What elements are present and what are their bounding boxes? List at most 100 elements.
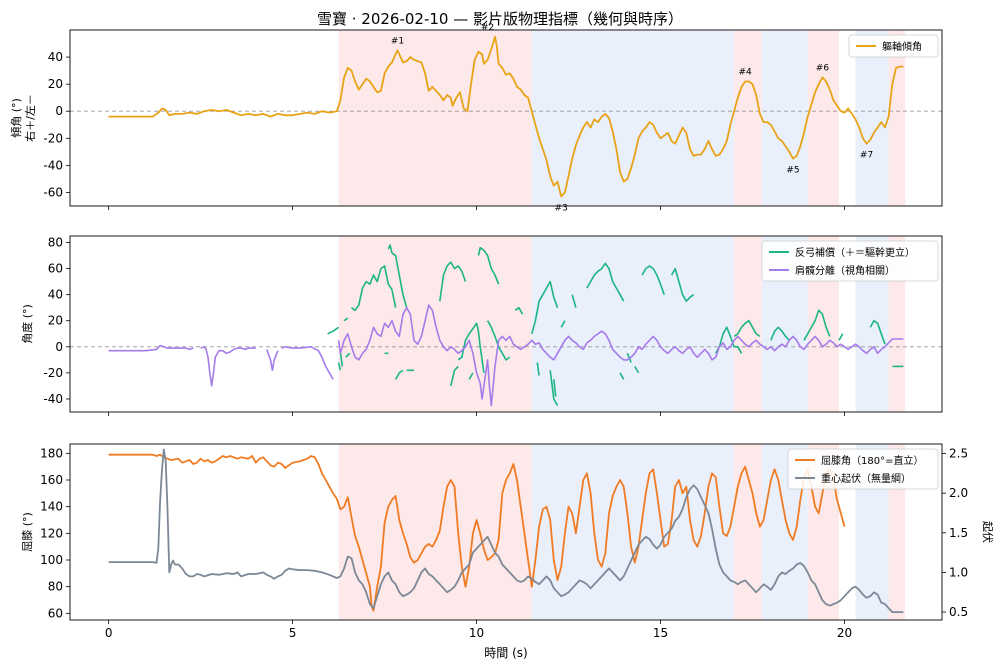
legend: 軀軸傾角: [848, 34, 939, 58]
y-axis-label: 傾角 (°): [9, 98, 23, 138]
y-axis-label-direction: 右＋/左－: [23, 94, 37, 142]
peak-annotation: #4: [739, 67, 753, 77]
series-segment-comp: [755, 333, 761, 338]
legend-label-comp: 反弓補償（＋＝驅幹更立）: [795, 246, 915, 259]
panel-lean-angle: -60 -40 -20 0 20 40 傾角 (°) 右＋/左－ #1 #2 #3 #4 #5 #6 #7 軀…: [9, 23, 943, 214]
series-segment-comp: [450, 365, 459, 387]
phase-band-2: [531, 444, 735, 620]
phase-band-4: [761, 30, 808, 206]
y-tick-label: 20: [48, 314, 63, 328]
series-segment-comp: [641, 265, 665, 295]
panel-knee-com: 60 80 100 120 140 160 180 0 5 10 15 20 屈膝 (°) 0.5 1.0 1…: [21, 443, 995, 640]
phase-band-3: [734, 444, 762, 620]
axes-frame: [69, 443, 943, 621]
y-tick-label: 0: [55, 340, 63, 354]
y-tick-label: 100: [40, 553, 63, 567]
phase-band-2: [531, 30, 735, 206]
y-tick-label: -20: [43, 131, 63, 145]
series-segment-comp: [514, 306, 524, 315]
y-tick-label: 140: [40, 500, 63, 514]
panel-compensation-separation: -40 -20 0 20 40 60 80 角度 (°) 反弓補償（＋＝驅幹更立） 肩髖分離（視角…: [20, 235, 943, 416]
peak-annotation: #6: [816, 63, 830, 73]
y-tick-label: 160: [40, 473, 63, 487]
series-segment-comp: [394, 369, 404, 380]
phase-band-5: [807, 30, 839, 206]
series-segment-comp: [571, 294, 577, 308]
series-segment-sep: [281, 346, 334, 380]
series-line-lean: [108, 35, 904, 198]
figure-title: 雪寶 · 2026-02-10 — 影片版物理指標（幾何與時序）: [317, 10, 683, 28]
series-segment-comp: [439, 261, 467, 302]
x-tick-label: 20: [837, 626, 852, 640]
phase-band-2: [531, 236, 735, 412]
phase-band-6: [855, 30, 889, 206]
y-axis-label: 屈膝 (°): [21, 512, 34, 552]
y-tick-label: 60: [48, 262, 63, 276]
series-segment-comp: [560, 320, 566, 328]
series-segment-comp: [536, 362, 540, 376]
y-right-tick-label: 2.5: [949, 447, 968, 461]
y-tick-label: 0: [55, 104, 63, 118]
series-segment-comp: [549, 370, 559, 406]
series-segment-comp: [337, 362, 342, 371]
legend: 反弓補償（＋＝驅幹更立） 肩髖分離（視角相關）: [761, 240, 939, 282]
x-tick-label: 10: [469, 626, 484, 640]
series-segment-comp: [838, 333, 844, 341]
series-segment-comp: [477, 246, 500, 285]
legend-label-lean: 軀軸傾角: [882, 40, 922, 53]
y-tick-label: 20: [48, 77, 63, 91]
axes-frame: [69, 235, 943, 413]
series-segment-comp: [327, 326, 340, 335]
series-segment-comp: [468, 372, 474, 380]
x-tick-label: 15: [653, 626, 668, 640]
series-segment-comp: [770, 326, 790, 341]
series-segment-sep: [337, 304, 904, 407]
peak-annotation: #5: [786, 166, 799, 176]
series-segment-comp: [531, 280, 559, 335]
series-segment-comp: [343, 317, 349, 322]
legend-box: [787, 448, 939, 490]
y-tick-label: -40: [43, 158, 63, 172]
series-segment-comp: [733, 319, 757, 338]
y-tick-label: 60: [48, 606, 63, 620]
y-tick-label: -20: [43, 366, 63, 380]
series-segment-comp: [634, 366, 640, 374]
legend-box: [761, 240, 939, 282]
series-segment-comp: [339, 351, 344, 367]
legend-box: [848, 34, 939, 58]
series-segment-comp: [619, 372, 625, 380]
y-tick-label: -60: [43, 185, 63, 199]
phase-band-7: [888, 30, 906, 206]
legend-label-sep: 肩髖分離（視角相關）: [795, 264, 895, 277]
series-line-knee: [108, 453, 846, 612]
peak-annotation: #3: [555, 204, 568, 214]
x-tick-label: 5: [289, 626, 297, 640]
phase-band-1: [338, 444, 532, 620]
x-tick-label: 0: [105, 626, 113, 640]
y-right-tick-label: 1.5: [949, 526, 968, 540]
y-tick-label: 180: [40, 446, 63, 460]
y-tick-label: 120: [40, 526, 63, 540]
series-segment-comp: [586, 262, 625, 302]
series-segment-comp: [345, 352, 351, 358]
y-tick-label: 80: [48, 580, 63, 594]
y-tick-label: 40: [48, 288, 63, 302]
series-line-com: [108, 448, 904, 613]
series-segment-comp: [803, 309, 831, 341]
series-segment-sep: [266, 349, 279, 372]
axes-frame: [69, 29, 943, 207]
series-segment-sep: [108, 344, 194, 352]
series-segment-comp: [486, 320, 511, 361]
legend-label-knee: 屈膝角（180°=直立）: [821, 454, 923, 467]
series-segment-comp: [553, 379, 557, 397]
legend: 屈膝角（180°=直立） 重心起伏（無量綱）: [787, 448, 939, 490]
phase-band-3: [734, 236, 762, 412]
y-tick-label: 80: [48, 236, 63, 250]
y-tick-label: -40: [43, 392, 63, 406]
series-segment-sep: [200, 346, 256, 387]
phase-band-3: [734, 30, 762, 206]
peak-annotation: #1: [391, 36, 404, 46]
y-right-tick-label: 0.5: [949, 605, 968, 619]
peak-annotation: #2: [481, 23, 494, 33]
